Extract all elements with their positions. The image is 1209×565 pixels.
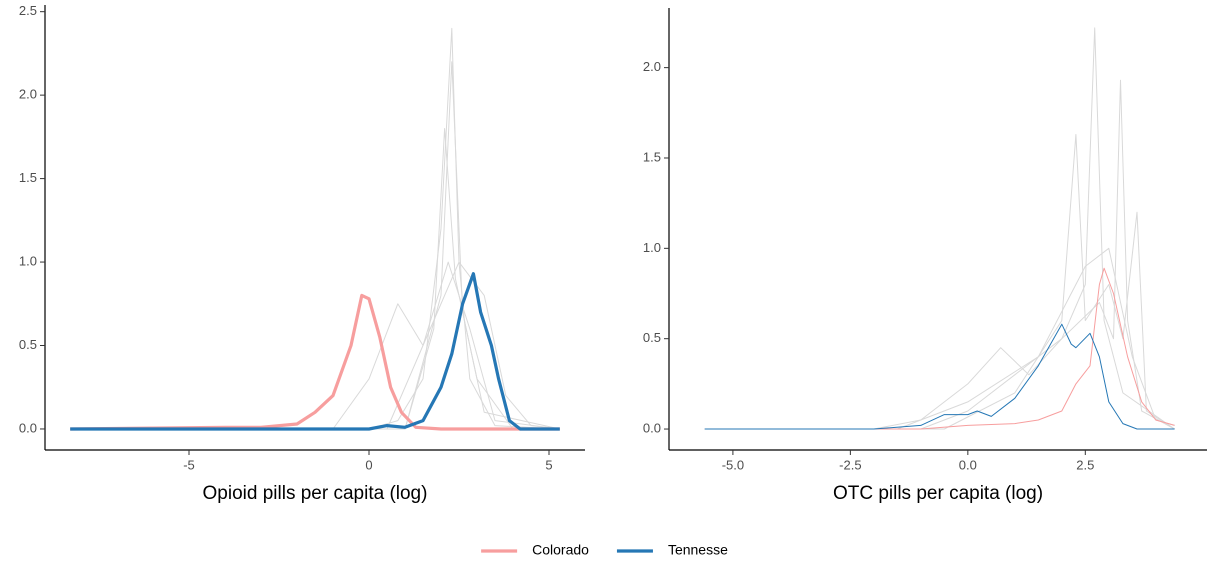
- background-line: [704, 134, 1175, 430]
- background-line: [70, 128, 560, 430]
- y-tick-label: 0.0: [643, 420, 661, 435]
- y-tick-label: 1.0: [643, 240, 661, 255]
- y-tick-label: 0.0: [19, 420, 37, 435]
- x-tick-label: -2.5: [839, 457, 861, 472]
- background-line: [704, 79, 1175, 430]
- x-tick-label: 5: [545, 457, 552, 472]
- background-line: [70, 261, 560, 430]
- x-axis-title: Opioid pills per capita (log): [203, 483, 428, 504]
- background-line: [704, 323, 1175, 430]
- background-line: [70, 261, 560, 430]
- y-tick-label: 0.5: [19, 337, 37, 352]
- background-line: [704, 247, 1175, 430]
- background-line: [704, 27, 1175, 430]
- y-tick-label: 2.5: [19, 3, 37, 18]
- y-tick-label: 0.5: [643, 330, 661, 345]
- background-line: [70, 61, 560, 430]
- background-line: [704, 267, 1175, 430]
- x-tick-label: -5: [183, 457, 195, 472]
- x-tick-label: 2.5: [1076, 457, 1094, 472]
- x-tick-label: 0: [365, 457, 372, 472]
- legend-label: Colorado: [532, 542, 589, 558]
- background-line: [70, 27, 560, 430]
- y-tick-label: 1.5: [643, 149, 661, 164]
- x-axis-title: OTC pills per capita (log): [833, 483, 1043, 504]
- y-tick-label: 2.0: [643, 59, 661, 74]
- series-line: [70, 272, 560, 431]
- y-tick-label: 1.5: [19, 170, 37, 185]
- legend-label: Tennesse: [668, 542, 728, 558]
- series-line: [70, 293, 560, 431]
- y-tick-label: 1.0: [19, 253, 37, 268]
- x-tick-label: -5.0: [722, 457, 744, 472]
- x-tick-label: 0.0: [959, 457, 977, 472]
- y-tick-label: 2.0: [19, 87, 37, 102]
